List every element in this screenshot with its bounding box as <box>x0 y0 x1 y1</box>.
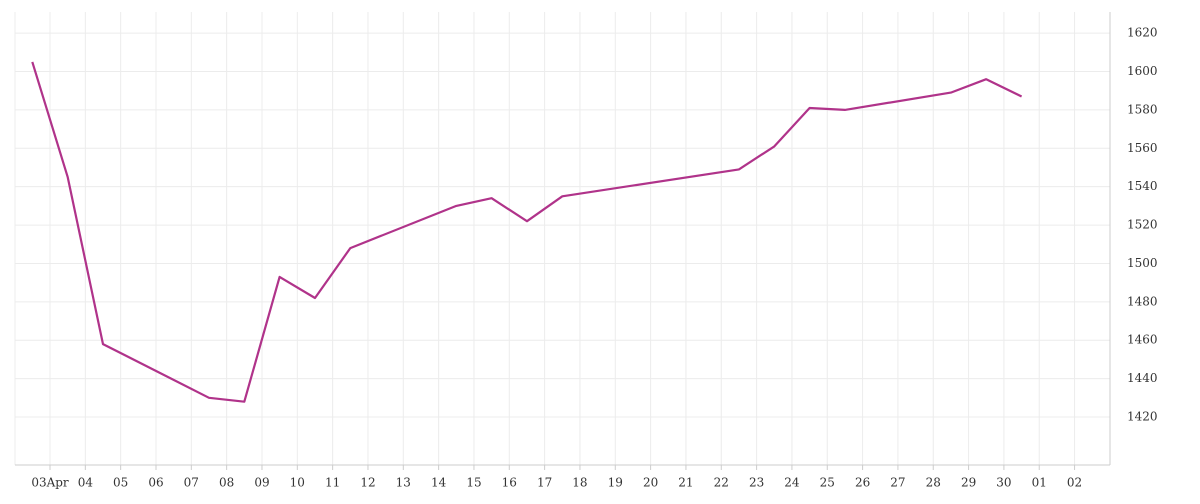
data-line <box>31 61 1023 403</box>
x-tick-label: 20 <box>643 476 658 490</box>
y-tick-label: 1420 <box>1127 410 1158 424</box>
y-tick-label: 1460 <box>1127 333 1158 347</box>
x-tick-label: 09 <box>254 476 269 490</box>
x-tick-label: 18 <box>572 476 587 490</box>
x-tick-label: 21 <box>678 476 693 490</box>
x-tick-label: 26 <box>855 476 870 490</box>
x-tick-label: 28 <box>926 476 941 490</box>
x-tick-label: 02 <box>1067 476 1082 490</box>
x-tick-label: 07 <box>184 476 199 490</box>
x-tick-label: 04 <box>78 476 94 490</box>
x-tick-label: 24 <box>784 476 800 490</box>
x-tick-label: 11 <box>325 476 340 490</box>
x-tick-label: 05 <box>113 476 128 490</box>
y-tick-label: 1580 <box>1127 102 1158 116</box>
x-tick-label: 17 <box>537 476 552 490</box>
y-tick-label: 1600 <box>1127 64 1158 78</box>
x-tick-label: 16 <box>502 476 517 490</box>
y-tick-label: 1540 <box>1127 179 1158 193</box>
x-tick-label: 08 <box>219 476 234 490</box>
y-tick-label: 1520 <box>1127 218 1158 232</box>
y-tick-label: 1440 <box>1127 371 1158 385</box>
x-tick-label: 14 <box>431 476 447 490</box>
x-tick-label: 13 <box>396 476 411 490</box>
x-tick-label: 27 <box>890 476 905 490</box>
x-tick-label: 29 <box>961 476 976 490</box>
x-tick-label: 03Apr <box>31 476 69 490</box>
y-tick-label: 1620 <box>1127 26 1158 40</box>
y-tick-label: 1560 <box>1127 141 1158 155</box>
x-tick-label: 30 <box>996 476 1011 490</box>
x-tick-label: 22 <box>714 476 729 490</box>
x-tick-label: 23 <box>749 476 764 490</box>
x-tick-label: 19 <box>608 476 623 490</box>
x-tick-label: 12 <box>360 476 375 490</box>
x-tick-label: 01 <box>1032 476 1047 490</box>
x-tick-label: 25 <box>820 476 835 490</box>
y-tick-label: 1500 <box>1127 256 1158 270</box>
y-tick-label: 1480 <box>1127 294 1158 308</box>
x-tick-label: 15 <box>466 476 481 490</box>
x-tick-label: 06 <box>148 476 163 490</box>
x-tick-label: 10 <box>290 476 305 490</box>
